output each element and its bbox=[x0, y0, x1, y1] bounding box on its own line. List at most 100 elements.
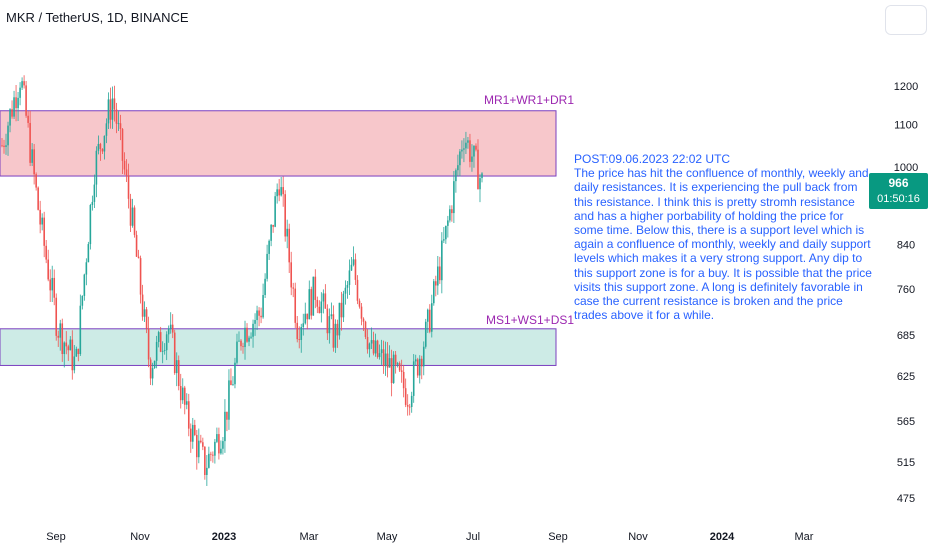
candle-body bbox=[388, 358, 391, 368]
candle-body bbox=[404, 388, 407, 405]
candle-body bbox=[87, 244, 90, 263]
candle-body bbox=[475, 145, 477, 150]
candle-body bbox=[11, 109, 13, 117]
candle-body bbox=[400, 370, 403, 372]
candle-body bbox=[282, 187, 284, 195]
candle-body bbox=[224, 411, 226, 442]
candle-body bbox=[479, 178, 481, 190]
candle-body bbox=[149, 359, 152, 379]
y-tick-label: 515 bbox=[897, 457, 915, 469]
candle-body bbox=[157, 332, 160, 342]
y-tick-label: 1000 bbox=[894, 162, 918, 174]
resistance-zone-label: MR1+WR1+DR1 bbox=[484, 93, 575, 107]
symbol-title: MKR / TetherUS, 1D, BINANCE bbox=[6, 10, 189, 25]
candle-body bbox=[422, 346, 425, 367]
candle-body bbox=[390, 358, 393, 384]
candle-body bbox=[402, 371, 405, 389]
x-tick-label: 2024 bbox=[710, 531, 735, 543]
candle-body bbox=[368, 343, 371, 350]
candle-body bbox=[374, 340, 377, 354]
candle-body bbox=[57, 335, 60, 338]
candle-body bbox=[435, 281, 437, 286]
candle-body bbox=[260, 315, 262, 318]
candle-body bbox=[406, 404, 409, 407]
chart-options-button[interactable] bbox=[885, 5, 927, 35]
candle-body bbox=[447, 220, 449, 226]
candle-body bbox=[394, 354, 397, 365]
candle-body bbox=[268, 240, 270, 254]
candle-body bbox=[210, 453, 212, 455]
candle-body bbox=[338, 302, 341, 336]
analysis-annotation: POST:09.06.2023 22:02 UTC The price has h… bbox=[574, 152, 872, 323]
candle-body bbox=[302, 323, 305, 328]
candle-body bbox=[314, 276, 317, 300]
candle-body bbox=[27, 115, 29, 123]
candle-body bbox=[206, 467, 208, 475]
candle-body bbox=[47, 259, 49, 280]
candle-body bbox=[194, 424, 196, 435]
candle-body bbox=[451, 209, 453, 214]
candle-body bbox=[398, 363, 401, 371]
x-tick-label: May bbox=[377, 531, 398, 543]
candle-body bbox=[426, 309, 429, 322]
candle-body bbox=[449, 209, 451, 221]
candle-body bbox=[457, 165, 459, 171]
candle-body bbox=[145, 309, 148, 329]
candle-body bbox=[25, 85, 27, 116]
candle-body bbox=[344, 287, 347, 294]
candle-body bbox=[65, 342, 68, 347]
candle-body bbox=[161, 350, 164, 352]
candle-body bbox=[324, 293, 327, 309]
candle-body bbox=[453, 181, 455, 214]
candle-body bbox=[19, 87, 21, 98]
candle-body bbox=[465, 142, 467, 149]
candle-body bbox=[298, 339, 301, 340]
candle-body bbox=[461, 149, 463, 152]
candle-body bbox=[358, 300, 361, 307]
x-tick-label: Mar bbox=[795, 531, 814, 543]
candle-body bbox=[350, 264, 353, 271]
candle-body bbox=[304, 313, 307, 324]
candle-body bbox=[432, 281, 435, 304]
candle-body bbox=[386, 353, 389, 368]
candle-body bbox=[99, 143, 102, 150]
candle-body bbox=[7, 125, 9, 146]
candle-body bbox=[288, 228, 290, 263]
candle-body bbox=[214, 441, 216, 456]
y-tick-label: 1100 bbox=[894, 120, 918, 132]
candle-body bbox=[204, 446, 206, 475]
candle-body bbox=[328, 316, 331, 334]
candle-body bbox=[378, 353, 381, 358]
candle-body bbox=[77, 348, 80, 355]
candle-body bbox=[17, 97, 19, 109]
candle-body bbox=[469, 140, 471, 162]
candle-body bbox=[89, 205, 92, 245]
candle-body bbox=[222, 441, 224, 449]
candle-body bbox=[59, 323, 62, 338]
candle-body bbox=[103, 135, 106, 152]
candle-body bbox=[91, 201, 94, 206]
candle-body bbox=[228, 380, 230, 420]
candle-body bbox=[191, 424, 194, 442]
candle-body bbox=[284, 194, 286, 237]
candle-body bbox=[173, 332, 176, 374]
candle-body bbox=[216, 434, 218, 442]
x-tick-label: Jul bbox=[466, 531, 480, 543]
candle-body bbox=[280, 187, 282, 196]
candle-body bbox=[416, 359, 419, 376]
candle-body bbox=[21, 81, 23, 88]
candle-body bbox=[256, 310, 258, 321]
support-zone bbox=[0, 328, 557, 366]
candle-body bbox=[111, 98, 114, 120]
candle-body bbox=[218, 434, 220, 454]
candle-body bbox=[143, 309, 146, 317]
candle-body bbox=[129, 198, 132, 226]
candle-body bbox=[131, 207, 134, 226]
candle-body bbox=[408, 406, 411, 408]
candle-body bbox=[430, 303, 433, 332]
candle-body bbox=[340, 302, 343, 318]
candle-body bbox=[312, 276, 315, 316]
candle-body bbox=[252, 323, 254, 337]
